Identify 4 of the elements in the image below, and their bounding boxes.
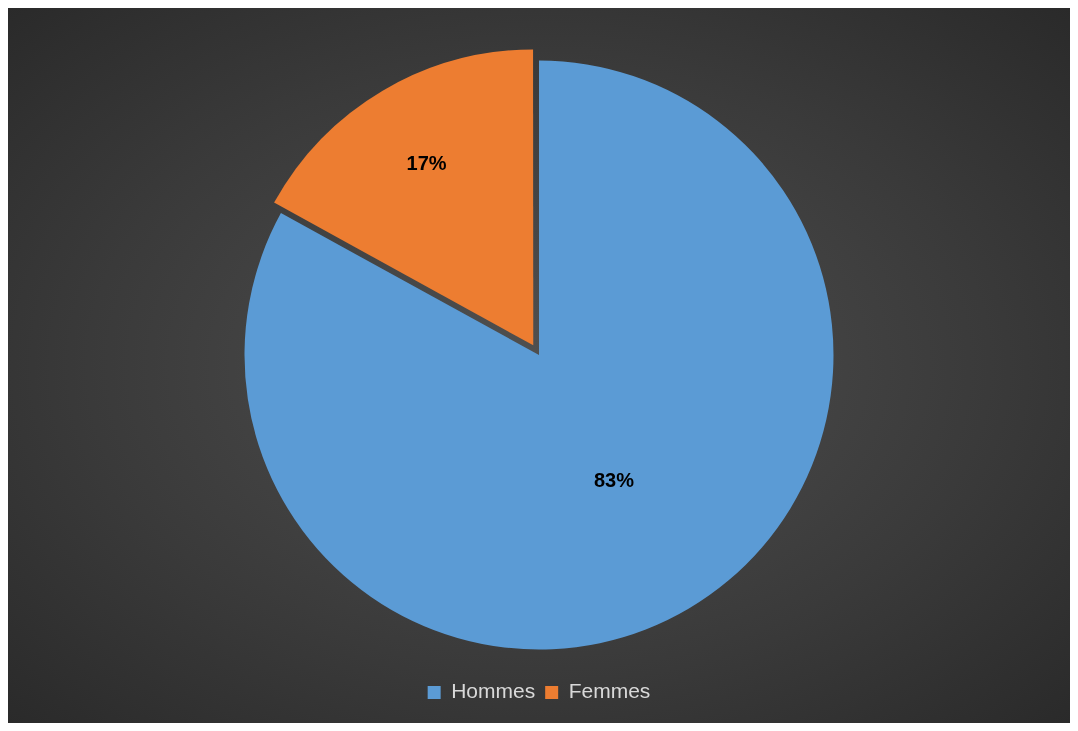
legend-label: Hommes [451, 679, 536, 703]
data-label: 83% [593, 469, 635, 492]
data-label: 17% [406, 152, 447, 175]
legend-label: Femmes [568, 679, 651, 703]
